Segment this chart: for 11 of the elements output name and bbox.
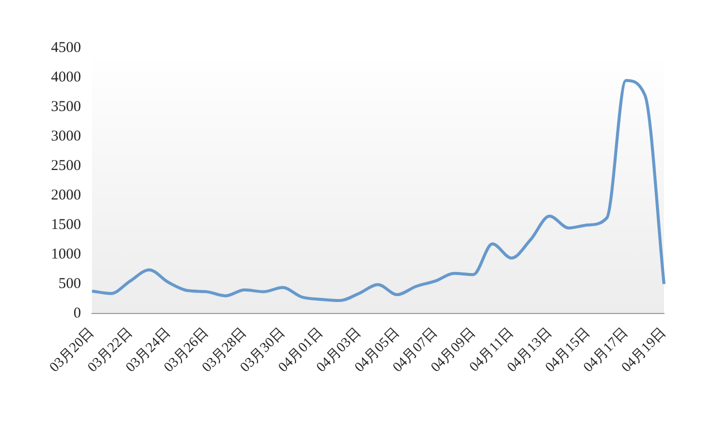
y-tick-label: 4000: [51, 69, 81, 86]
y-tick-label: 500: [58, 276, 81, 292]
y-tick-label: 2500: [51, 158, 81, 174]
y-tick-label: 3000: [51, 128, 81, 144]
line-series: [90, 78, 666, 302]
y-tick-label: 3500: [51, 98, 81, 115]
y-tick-label: 0: [74, 305, 81, 322]
y-tick-label: 2000: [51, 187, 81, 204]
y-tick-label: 1000: [51, 246, 81, 262]
y-tick-label: 4500: [51, 40, 81, 56]
y-tick-label: 1500: [51, 216, 81, 233]
